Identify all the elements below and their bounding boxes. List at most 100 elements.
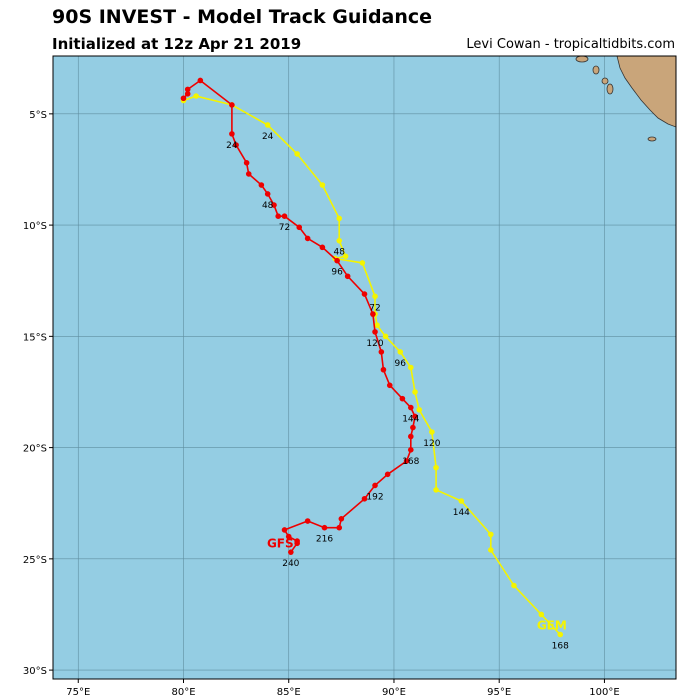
gem-track-point [412, 389, 418, 395]
gfs-hour-label: 48 [262, 201, 274, 211]
gem-track-point [336, 237, 343, 244]
gfs-track-point [361, 291, 368, 297]
x-tick-label: 95°E [487, 687, 511, 698]
gem-track-point [193, 93, 199, 99]
gfs-hour-label: 120 [366, 339, 383, 349]
gem-track-point [408, 364, 414, 371]
gem-track-point [264, 122, 271, 128]
gfs-track-point [294, 540, 300, 547]
gem-track-point [359, 260, 366, 266]
gem-track-point [487, 531, 494, 538]
plot-frame [52, 55, 677, 680]
gfs-track-point [184, 91, 191, 97]
x-tick-label: 80°E [171, 687, 195, 698]
gfs-track-point [380, 366, 387, 373]
gem-track-point [433, 464, 439, 471]
gfs-track-point [233, 142, 239, 148]
gfs-track-point [372, 329, 378, 335]
gfs-track-point [334, 257, 340, 264]
gfs-hour-label: 240 [282, 559, 299, 569]
gfs-track-point [372, 482, 378, 489]
island-e [647, 136, 657, 142]
axis-ticks: 75°E 80°E 85°E 90°E 95°E 100°E 5°S 10°S 15°S 20°S… [23, 110, 620, 698]
y-tick-label: 20°S [23, 444, 47, 455]
gfs-track-point [399, 395, 406, 402]
gfs-track-point [370, 311, 376, 317]
gem-track-point [557, 631, 564, 638]
gem-track-line [183, 95, 561, 636]
gem-track-point [511, 582, 517, 589]
gfs-hour-label: 144 [402, 415, 419, 425]
gfs-hour-label: 24 [226, 141, 238, 151]
x-tick-label: 90°E [382, 687, 406, 698]
x-tick-label: 75°E [66, 687, 90, 698]
y-tick-label: 30°S [23, 666, 47, 677]
map-credit: Levi Cowan - tropicaltidbits.com [466, 37, 675, 52]
gfs-track-point [361, 495, 368, 502]
gfs-track-point [304, 235, 311, 242]
gem-track-point [487, 547, 494, 553]
gfs-track-point [412, 413, 418, 420]
gfs-track-point [304, 518, 311, 524]
gem-track-point [294, 151, 300, 157]
y-tick-label: 5°S [29, 110, 47, 121]
gfs-hour-label: 168 [402, 457, 419, 467]
gem-track-point [416, 406, 423, 413]
gfs-hour-label: 216 [316, 535, 333, 545]
gem-track-point [429, 429, 435, 435]
x-tick-label: 85°E [277, 687, 301, 698]
map-title: 90S INVEST - Model Track Guidance [52, 6, 433, 28]
gfs-track-point [338, 516, 345, 522]
gem-hour-label: 72 [369, 303, 380, 313]
gem-track-point [433, 487, 439, 493]
gem-hour-label: 24 [262, 132, 274, 142]
ocean-background [53, 56, 676, 679]
gem-hour-label: 144 [453, 508, 470, 518]
gem-hour-label: 120 [423, 439, 440, 449]
track-labels: 24 48 72 96 120 144 168 GEM 24 48 72 96 120 144 168 192… [226, 132, 569, 652]
gfs-track-point [386, 382, 393, 389]
gfs-track-point [229, 131, 235, 137]
gfs-track-point [275, 213, 282, 219]
gfs-track-point [281, 213, 288, 219]
gfs-track-point [344, 273, 351, 280]
gridlines [53, 56, 676, 679]
gfs-track-point [180, 95, 187, 102]
sumatra-coast [616, 56, 676, 128]
gfs-track-point [410, 424, 416, 431]
y-tick-label: 10°S [23, 221, 47, 232]
island-b [592, 65, 600, 75]
gfs-track-point [258, 182, 265, 188]
gfs-track-point [321, 524, 328, 531]
gfs-track-point [288, 549, 294, 555]
gfs-track-point [229, 102, 235, 108]
gem-hour-label: 96 [395, 359, 407, 369]
island-a [575, 56, 589, 63]
gfs-track-point [336, 524, 343, 531]
gfs-track-point [408, 404, 414, 411]
gfs-track-point [245, 171, 252, 177]
map-subtitle: Initialized at 12z Apr 21 2019 [52, 35, 302, 53]
gem-track-point [458, 498, 465, 504]
gfs-track-point [184, 86, 191, 93]
x-tick-label: 100°E [589, 687, 619, 698]
model-tracks [180, 77, 564, 638]
gem-hour-label: 168 [552, 642, 569, 652]
gem-track-point [374, 322, 380, 329]
gfs-hour-label: 96 [331, 268, 343, 278]
gem-track-point [319, 182, 326, 188]
island-d [606, 83, 614, 95]
gfs-hour-label: 192 [366, 492, 383, 502]
gem-track-point [397, 349, 404, 355]
gfs-model-label: GFS [267, 536, 294, 550]
gem-track-point [538, 611, 545, 618]
gem-track-point [382, 333, 389, 340]
gfs-track-point [296, 224, 303, 231]
gfs-track-point [264, 191, 271, 197]
landmass [575, 56, 676, 142]
gfs-hour-label: 72 [279, 223, 290, 233]
gem-model-label: GEM [537, 619, 567, 633]
gem-hour-label: 48 [334, 248, 346, 258]
gfs-track-point [197, 77, 204, 84]
y-tick-label: 15°S [23, 332, 47, 343]
